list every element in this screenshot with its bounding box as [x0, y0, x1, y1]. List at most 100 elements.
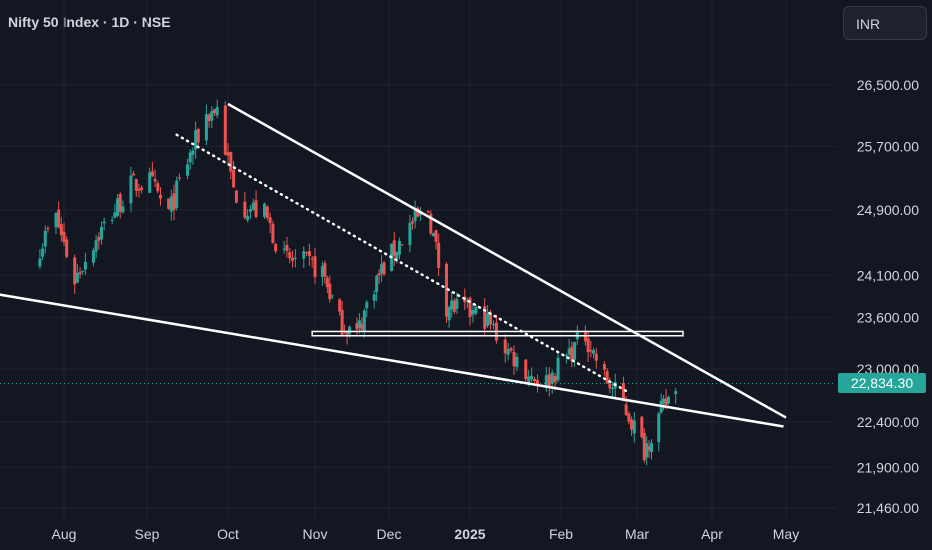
candle [586, 338, 590, 353]
candle [372, 294, 376, 301]
candle [175, 180, 179, 209]
candle [121, 206, 125, 213]
x-tick-label: Nov [303, 526, 328, 542]
candle [664, 398, 668, 405]
candle [110, 219, 114, 221]
y-tick-label: 23,600.00 [857, 309, 919, 325]
candle [360, 324, 364, 330]
candle [630, 419, 634, 430]
x-tick-label: Sep [135, 526, 160, 542]
candle [506, 348, 510, 355]
candle [59, 224, 63, 236]
candle [83, 261, 87, 270]
candle [512, 351, 516, 367]
candle [268, 217, 272, 224]
x-tick-label: May [773, 526, 799, 542]
candle [229, 151, 233, 172]
candle [627, 413, 631, 422]
candle [486, 313, 490, 326]
y-tick-label: 24,900.00 [857, 202, 919, 218]
candle [307, 251, 311, 257]
candle [251, 202, 255, 211]
y-tick-label: 22,400.00 [857, 414, 919, 430]
candle [167, 198, 171, 209]
candle [248, 209, 252, 212]
candle [38, 258, 42, 267]
candle [99, 226, 103, 240]
candle [54, 212, 58, 228]
candle [640, 416, 644, 437]
candle [186, 164, 189, 176]
candle [527, 376, 531, 383]
candle [81, 270, 85, 272]
candle [450, 300, 454, 310]
candle [156, 183, 160, 192]
candle [91, 250, 95, 263]
candle [43, 230, 47, 247]
candle [116, 198, 120, 216]
candle [611, 388, 615, 390]
candle [474, 306, 478, 314]
candle [503, 339, 507, 354]
candle [397, 240, 401, 255]
candle [226, 152, 230, 156]
candle [129, 175, 133, 204]
y-tick-label: 21,460.00 [857, 500, 919, 516]
candle [330, 295, 334, 297]
zone-rectangle [311, 330, 684, 337]
candle [118, 194, 122, 213]
candle [605, 371, 609, 384]
candle [553, 375, 557, 383]
candle [302, 251, 306, 259]
candle [674, 391, 678, 395]
candle [375, 275, 379, 293]
candle [491, 324, 495, 326]
candle [177, 177, 181, 179]
x-tick-label: Feb [549, 526, 573, 542]
candle [132, 173, 136, 176]
candle [102, 221, 106, 224]
candle [246, 215, 250, 221]
candle [444, 263, 448, 317]
candle [426, 211, 430, 213]
candle [274, 243, 278, 252]
trendline [0, 293, 784, 428]
candle [468, 297, 472, 318]
candle [328, 283, 332, 300]
candle [483, 306, 487, 329]
candle [207, 114, 211, 122]
candle [262, 203, 266, 217]
candle [642, 433, 646, 461]
candle [608, 383, 612, 389]
candle [338, 299, 342, 312]
candle [645, 443, 649, 458]
candle [365, 302, 369, 309]
candle [243, 201, 247, 218]
candle [150, 171, 154, 177]
candle [382, 262, 386, 275]
candle [533, 378, 537, 382]
candle [94, 240, 98, 252]
candle [408, 222, 412, 246]
x-tick-label: Aug [52, 526, 77, 542]
candle [46, 228, 50, 230]
candle [362, 310, 366, 332]
time-axis[interactable]: Aug Sep Oct Nov Dec 2025 Feb Mar Apr May [52, 526, 800, 542]
candle [524, 359, 528, 380]
candle [536, 380, 540, 386]
dotted-trendline [175, 133, 628, 393]
candle [282, 248, 286, 250]
annotations [0, 102, 787, 428]
price-axis[interactable]: 26,500.00 25,700.00 24,900.00 24,100.00 23,6… [857, 77, 919, 516]
candle [325, 277, 329, 288]
candle [355, 323, 359, 330]
candle [455, 299, 459, 309]
candle [313, 256, 317, 278]
candle [564, 355, 568, 357]
x-tick-label: Apr [701, 526, 723, 542]
candle [293, 257, 297, 259]
currency-selector[interactable]: INR [843, 6, 927, 40]
candle [647, 446, 651, 451]
candle [650, 443, 654, 453]
